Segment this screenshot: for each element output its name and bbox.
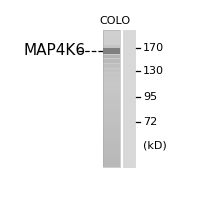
Bar xyxy=(102,41,120,44)
Bar xyxy=(102,30,120,32)
Bar xyxy=(102,165,120,167)
Bar xyxy=(102,149,120,151)
Bar xyxy=(102,57,120,60)
Bar xyxy=(102,121,120,124)
Bar xyxy=(102,66,120,69)
Bar xyxy=(102,96,120,99)
Bar xyxy=(102,30,120,167)
Bar xyxy=(102,153,120,156)
Bar xyxy=(102,126,120,128)
Bar xyxy=(102,55,120,58)
Bar xyxy=(102,59,120,63)
Bar xyxy=(102,46,120,48)
Bar xyxy=(102,44,120,46)
Bar xyxy=(102,85,120,87)
Bar xyxy=(102,117,120,119)
Bar xyxy=(102,114,120,117)
Text: 170: 170 xyxy=(143,43,164,53)
Bar xyxy=(102,73,120,77)
Bar xyxy=(102,105,120,108)
Bar xyxy=(102,34,120,37)
Bar xyxy=(102,45,120,48)
Bar xyxy=(102,53,120,55)
Bar xyxy=(102,94,120,96)
Bar xyxy=(102,39,120,42)
Bar xyxy=(102,73,120,76)
Bar xyxy=(102,64,120,67)
Bar xyxy=(102,142,120,144)
Bar xyxy=(102,160,120,163)
Bar xyxy=(102,55,120,58)
Bar xyxy=(102,37,120,39)
Bar xyxy=(102,108,120,110)
Text: 95: 95 xyxy=(143,92,157,102)
Bar xyxy=(102,128,120,131)
Bar xyxy=(102,50,120,53)
Bar xyxy=(102,62,120,64)
Text: 130: 130 xyxy=(143,66,164,76)
Bar xyxy=(102,82,120,85)
Bar xyxy=(102,48,120,54)
Bar xyxy=(102,80,120,83)
Bar xyxy=(102,112,120,115)
Bar xyxy=(102,144,120,147)
Bar xyxy=(102,119,120,122)
Bar xyxy=(102,155,120,158)
Bar xyxy=(102,32,120,35)
Bar xyxy=(102,101,120,103)
Bar xyxy=(102,92,120,94)
Text: MAP4K6: MAP4K6 xyxy=(23,43,86,58)
Bar xyxy=(123,30,135,167)
Text: (kD): (kD) xyxy=(143,141,167,151)
Bar xyxy=(102,124,120,126)
Bar xyxy=(102,60,120,62)
Bar xyxy=(102,130,120,133)
Bar xyxy=(102,69,120,72)
Bar xyxy=(102,103,120,106)
Bar xyxy=(102,69,120,71)
Bar xyxy=(102,78,120,80)
Bar xyxy=(102,158,120,160)
Text: 72: 72 xyxy=(143,117,157,127)
Bar xyxy=(102,78,120,82)
Bar xyxy=(102,146,120,149)
Bar xyxy=(102,87,120,90)
Bar xyxy=(102,98,120,101)
Bar xyxy=(102,140,120,142)
Bar xyxy=(102,48,120,51)
Bar xyxy=(102,71,120,74)
Bar xyxy=(102,110,120,112)
Text: COLO: COLO xyxy=(99,16,130,26)
Bar xyxy=(102,137,120,140)
Bar xyxy=(102,89,120,92)
Bar xyxy=(102,64,120,68)
Bar xyxy=(102,162,120,165)
Bar xyxy=(102,133,120,135)
Bar xyxy=(102,151,120,154)
Bar xyxy=(102,135,120,138)
Bar xyxy=(102,76,120,78)
